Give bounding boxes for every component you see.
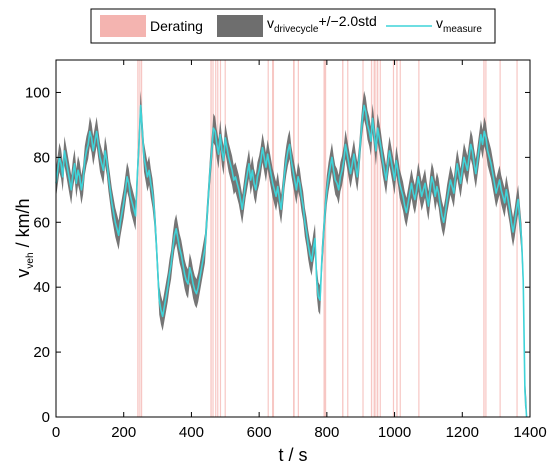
measure-line [55,104,528,418]
legend-label-measure: vmeasure [436,15,482,35]
legend: Derating vdrivecycle+/−2.0std vmeasure [90,8,496,44]
derating-span [376,60,379,417]
y-tick-label: 100 [25,84,50,101]
derating-span [224,60,226,417]
derating-span [516,60,518,417]
derating-span [399,60,401,417]
legend-label-measure-main: v [436,15,443,31]
derating-span [217,60,219,417]
derating-span [219,60,222,417]
legend-label-measure-sub: measure [443,24,482,35]
y-axis-ticks: 0 20 40 60 80 100 [25,84,530,426]
x-tick-label: 1000 [378,424,411,441]
derating-span [499,60,501,417]
derating-span [370,60,373,417]
x-tick-label: 600 [247,424,272,441]
legend-swatch-derating [100,15,146,37]
legend-label-band-rest: +/−2.0std [318,13,376,29]
legend-label-band-main: v [267,15,274,31]
derating-span [293,60,295,417]
x-tick-label: 400 [179,424,204,441]
derating-span [418,60,420,417]
derating-span [342,60,344,417]
derating-span [392,60,395,417]
derating-span [297,60,299,417]
derating-span [362,60,364,417]
derating-span [485,60,487,417]
derating-layer [137,60,518,417]
x-axis-label: t / s [278,445,307,465]
y-axis-label-main: v [13,269,33,278]
derating-span [210,60,212,417]
plot-area [55,59,531,418]
y-tick-label: 80 [33,149,50,166]
y-axis-label-sub: veh [25,252,36,268]
x-tick-label: 0 [52,424,60,441]
derating-span [379,60,381,417]
derating-span [140,60,143,417]
derating-span [396,60,398,417]
y-tick-label: 20 [33,344,50,361]
derating-span [323,60,327,417]
derating-span [483,60,485,417]
legend-label-derating: Derating [150,18,203,34]
line-layer [55,104,528,418]
derating-span [373,60,376,417]
legend-label-band: vdrivecycle+/−2.0std [267,13,377,35]
y-tick-label: 0 [42,409,50,426]
derating-span [139,60,141,417]
y-axis-label: vveh / km/h [13,198,36,277]
derating-span [272,60,275,417]
x-tick-label: 1200 [446,424,479,441]
y-tick-label: 60 [33,214,50,231]
x-tick-label: 800 [314,424,339,441]
x-axis-ticks: 0 200 400 600 800 1000 1200 1400 [52,60,547,441]
derating-span [137,60,139,417]
y-tick-label: 40 [33,279,50,296]
x-tick-label: 1400 [513,424,546,441]
derating-span [215,60,217,417]
x-tick-label: 200 [111,424,136,441]
legend-label-band-sub: drivecycle [274,24,319,35]
derating-span [212,60,214,417]
legend-swatch-band [217,15,263,37]
y-axis-label-rest: / km/h [13,198,33,252]
derating-span [267,60,269,417]
derating-span [347,60,349,417]
axes-frame [55,59,531,418]
